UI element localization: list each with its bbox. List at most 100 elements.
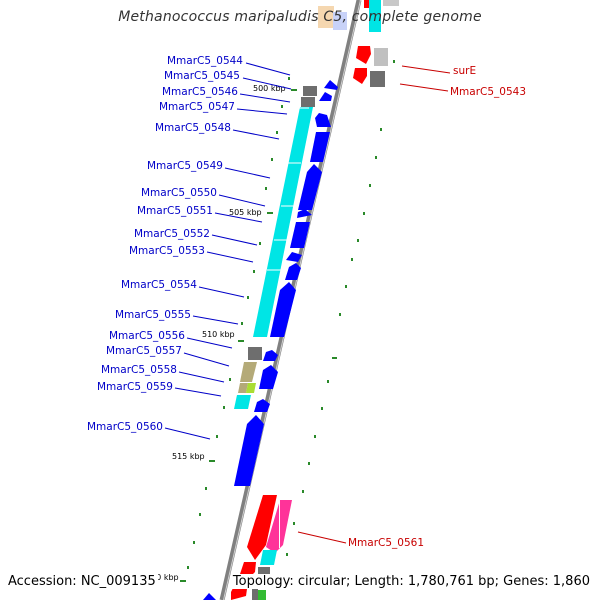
inner-tick: [281, 105, 283, 108]
inner-tick: [193, 541, 195, 544]
gene-MmarC5_0549: [298, 164, 322, 210]
feature-silver-1: [374, 48, 388, 66]
gene-label[interactable]: MmarC5_0544: [167, 55, 243, 67]
kbp-label-500: 500 kbp: [253, 84, 286, 93]
inner-tick: [241, 322, 243, 325]
gene-label[interactable]: MmarC5_0549: [147, 160, 223, 172]
inner-tick-ring: [187, 77, 290, 569]
inner-tick: [216, 435, 218, 438]
feature-red-1: [356, 46, 371, 64]
gene-label[interactable]: MmarC5_0557: [106, 345, 182, 357]
outer-tick: [314, 435, 316, 438]
gene-label[interactable]: MmarC5_0556: [109, 330, 185, 342]
callout-line: [232, 129, 280, 140]
inner-tick: [265, 187, 267, 190]
feature-gray-light-top: [383, 0, 399, 6]
feature-gray-bottom: [252, 588, 258, 600]
callout-line: [239, 93, 291, 103]
gene-MmarC5_0550: [297, 209, 312, 218]
gene-label[interactable]: MmarC5_0560: [87, 421, 163, 433]
inner-tick: [276, 131, 278, 134]
outer-tick: [375, 156, 377, 159]
outer-tick: [369, 184, 371, 187]
kbp-tick-500: [291, 89, 297, 91]
callout-line: [178, 371, 225, 383]
inner-tick: [288, 77, 290, 80]
inner-tick: [271, 158, 273, 161]
gene-MmarC5_0553: [285, 263, 301, 280]
gene-label[interactable]: MmarC5_0547: [159, 101, 235, 113]
callout-line: [401, 65, 451, 74]
callout-line: [192, 315, 239, 325]
kbp-tick-515: [209, 460, 215, 462]
gene-MmarC5_0560: [234, 415, 264, 486]
kbp-label-505: 505 kbp: [229, 208, 262, 217]
gene-MmarC5_0554: [270, 282, 296, 337]
callout-line: [198, 286, 245, 298]
gene-label[interactable]: MmarC5_0546: [162, 86, 238, 98]
gene-label[interactable]: MmarC5_0559: [97, 381, 173, 393]
outer-tick: [321, 407, 323, 410]
feature-cyan-long: [253, 107, 313, 337]
outer-tick: [363, 212, 365, 215]
kbp-tick-520: [180, 580, 186, 582]
gene-label[interactable]: surE: [453, 65, 476, 77]
kbp-label-510: 510 kbp: [202, 330, 235, 339]
callout-line: [245, 62, 291, 76]
accession-text: Accession: NC_009135: [6, 574, 158, 589]
gene-MmarC5_0551: [290, 222, 310, 248]
gene-label[interactable]: MmarC5_0558: [101, 364, 177, 376]
feature-orange: [318, 6, 334, 28]
gene-MmarC5_0544: [324, 80, 338, 90]
feature-blue-bottom: [203, 593, 216, 600]
gene-MmarC5_0555: [248, 347, 262, 360]
gene-label[interactable]: MmarC5_0548: [155, 122, 231, 134]
inner-tick: [253, 270, 255, 273]
gene-label[interactable]: MmarC5_0561: [348, 537, 424, 549]
feature-lime-small: [246, 383, 256, 393]
gene-label[interactable]: MmarC5_0554: [121, 279, 197, 291]
kbp-tick-505: [267, 212, 273, 214]
callout-line: [236, 108, 288, 115]
outer-tick: [345, 285, 347, 288]
feature-gray-lower: [258, 567, 270, 575]
outer-tick: [327, 380, 329, 383]
gene-MmarC5_0559: [254, 399, 270, 412]
outer-tick: [339, 313, 341, 316]
inner-tick: [247, 296, 249, 299]
outer-tick: [351, 258, 353, 261]
feature-green-bottom: [258, 590, 266, 600]
feature-lavender: [333, 12, 347, 30]
gene-label[interactable]: MmarC5_0551: [137, 205, 213, 217]
feature-cyan-top: [369, 0, 381, 32]
gene-label[interactable]: MmarC5_0550: [141, 187, 217, 199]
callout-line: [242, 77, 292, 90]
outer-tick: [332, 357, 337, 359]
label-callouts-right: [297, 65, 451, 544]
gene-label[interactable]: MmarC5_0555: [115, 309, 191, 321]
inner-tick: [259, 242, 261, 245]
outer-tick: [393, 60, 395, 63]
gene-label[interactable]: MmarC5_0552: [134, 228, 210, 240]
inner-tick: [199, 513, 201, 516]
outer-tick: [293, 522, 295, 525]
callout-line: [218, 194, 266, 207]
forward-cds: [234, 80, 338, 486]
outer-tick: [308, 462, 310, 465]
gene-label[interactable]: MmarC5_0543: [450, 86, 526, 98]
callout-line: [214, 212, 263, 223]
gene-label[interactable]: MmarC5_0553: [129, 245, 205, 257]
feature-olive-small: [238, 383, 248, 393]
gene-label[interactable]: MmarC5_0545: [164, 70, 240, 82]
callout-line: [206, 251, 254, 263]
outer-tick-ring: [280, 60, 395, 581]
gene-MmarC5_0552: [286, 252, 302, 262]
inner-tick: [187, 566, 189, 569]
gene-surE: [353, 68, 367, 84]
gene-MmarC5_0545: [303, 86, 317, 96]
outer-tick: [302, 490, 304, 493]
callout-line: [224, 167, 271, 179]
gene-MmarC5_0547b: [315, 113, 331, 127]
callout-line: [297, 531, 347, 544]
